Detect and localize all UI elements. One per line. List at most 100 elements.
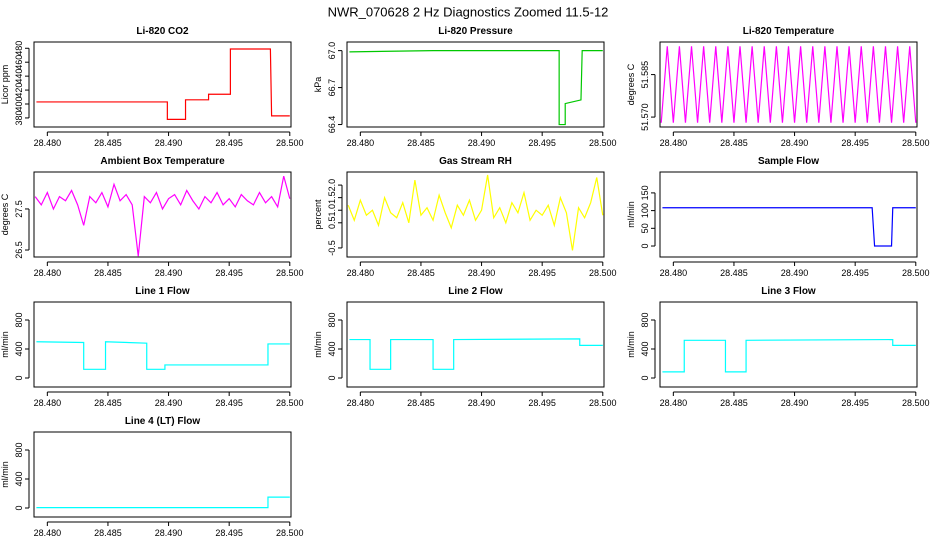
x-tick-label: 28.495 <box>528 138 556 148</box>
y-tick-label: 66.4 <box>327 116 337 134</box>
panel-title: Ambient Box Temperature <box>100 156 225 167</box>
x-tick-label: 28.500 <box>276 138 304 148</box>
y-tick-label: 400 <box>14 471 24 486</box>
plot-frame <box>659 301 918 388</box>
y-tick-label: 400 <box>327 341 337 356</box>
plot-frame <box>33 431 292 518</box>
x-tick-label: 28.500 <box>902 398 930 408</box>
x-tick-label: 28.490 <box>781 138 809 148</box>
data-line <box>662 207 916 247</box>
y-tick-label: 1.5 <box>327 191 337 204</box>
panel-title: Li-820 Pressure <box>438 26 513 37</box>
x-tick-label: 28.480 <box>34 138 62 148</box>
data-line <box>660 46 917 123</box>
x-tick-label: 28.490 <box>155 268 183 278</box>
x-tick-label: 28.500 <box>902 268 930 278</box>
x-tick-label: 28.480 <box>660 398 688 408</box>
y-tick-label: 51.570 <box>640 103 650 131</box>
data-line <box>347 174 604 251</box>
y-axis-label: degrees C <box>626 63 636 105</box>
y-tick-label: 800 <box>327 312 337 327</box>
panel-title: Li-820 Temperature <box>743 26 835 37</box>
x-tick-label: 28.495 <box>841 398 869 408</box>
x-tick-label: 28.480 <box>660 268 688 278</box>
y-tick-label: 460 <box>14 55 24 70</box>
y-axis-label: ml/min <box>626 201 636 228</box>
x-tick-label: 28.495 <box>215 138 243 148</box>
x-tick-label: 28.490 <box>468 138 496 148</box>
panel-title: Line 3 Flow <box>761 286 816 297</box>
x-tick-label: 28.485 <box>720 398 748 408</box>
x-tick-label: 28.495 <box>215 268 243 278</box>
y-axis-label: Licor ppm <box>0 65 10 105</box>
data-line <box>662 338 916 373</box>
x-tick-label: 28.485 <box>94 528 122 538</box>
x-tick-label: 28.500 <box>589 398 617 408</box>
y-tick-label: 480 <box>14 41 24 56</box>
data-line <box>36 341 290 370</box>
x-tick-label: 28.485 <box>720 138 748 148</box>
page-title: NWR_070628 2 Hz Diagnostics Zoomed 11.5-… <box>328 4 609 19</box>
x-tick-label: 28.500 <box>902 138 930 148</box>
x-tick-label: 28.495 <box>215 398 243 408</box>
x-tick-label: 28.480 <box>347 398 375 408</box>
x-tick-label: 28.490 <box>155 138 183 148</box>
y-axis-label: percent <box>313 199 323 230</box>
plot-frame <box>346 41 605 128</box>
y-tick-label: 67.0 <box>327 42 337 60</box>
x-tick-label: 28.485 <box>94 138 122 148</box>
x-tick-label: 28.490 <box>781 268 809 278</box>
y-tick-label: 0 <box>14 505 24 510</box>
y-axis-label: ml/min <box>0 331 10 358</box>
y-tick-label: 150 <box>640 185 650 200</box>
x-tick-label: 28.490 <box>468 268 496 278</box>
plot-frame <box>33 41 292 128</box>
y-tick-label: 0 <box>327 375 337 380</box>
y-tick-label: 440 <box>14 69 24 84</box>
y-tick-label: -0.5 <box>327 240 337 256</box>
x-tick-label: 28.480 <box>347 138 375 148</box>
x-tick-label: 28.495 <box>528 398 556 408</box>
data-line <box>36 496 290 509</box>
x-tick-label: 28.480 <box>347 268 375 278</box>
plot-frame <box>659 171 918 258</box>
y-tick-label: 800 <box>14 442 24 457</box>
x-tick-label: 28.500 <box>589 138 617 148</box>
y-tick-label: 400 <box>640 341 650 356</box>
x-tick-label: 28.480 <box>34 268 62 278</box>
y-tick-label: 420 <box>14 83 24 98</box>
y-axis-label: degrees C <box>0 193 10 235</box>
plot-frame <box>33 301 292 388</box>
y-tick-label: 0 <box>14 375 24 380</box>
y-axis-label: ml/min <box>0 461 10 488</box>
x-tick-label: 28.495 <box>841 138 869 148</box>
x-tick-label: 28.490 <box>468 398 496 408</box>
x-tick-label: 28.485 <box>407 138 435 148</box>
y-axis-label: ml/min <box>626 331 636 358</box>
y-tick-label: 1.0 <box>327 204 337 217</box>
x-tick-label: 28.480 <box>34 398 62 408</box>
y-tick-label: 26.5 <box>14 241 24 259</box>
y-tick-label: 0.5 <box>327 217 337 230</box>
x-tick-label: 28.480 <box>34 528 62 538</box>
x-tick-label: 28.485 <box>720 268 748 278</box>
y-tick-label: 800 <box>14 312 24 327</box>
y-tick-label: 51.585 <box>640 61 650 89</box>
panel-title: Line 1 Flow <box>135 286 190 297</box>
data-line <box>34 175 291 257</box>
plot-frame <box>33 171 292 258</box>
y-tick-label: 66.7 <box>327 79 337 97</box>
panel-title: Sample Flow <box>758 156 819 167</box>
panel-title: Gas Stream RH <box>439 156 512 167</box>
y-tick-label: 2.0 <box>327 179 337 192</box>
y-tick-label: 27.5 <box>14 200 24 218</box>
data-line <box>349 50 603 126</box>
x-tick-label: 28.500 <box>276 528 304 538</box>
y-tick-label: 0 <box>640 375 650 380</box>
y-tick-label: 800 <box>640 312 650 327</box>
panel-title: Li-820 CO2 <box>136 26 189 37</box>
y-tick-label: 100 <box>640 203 650 218</box>
x-tick-label: 28.490 <box>155 528 183 538</box>
y-tick-label: 0 <box>640 244 650 249</box>
